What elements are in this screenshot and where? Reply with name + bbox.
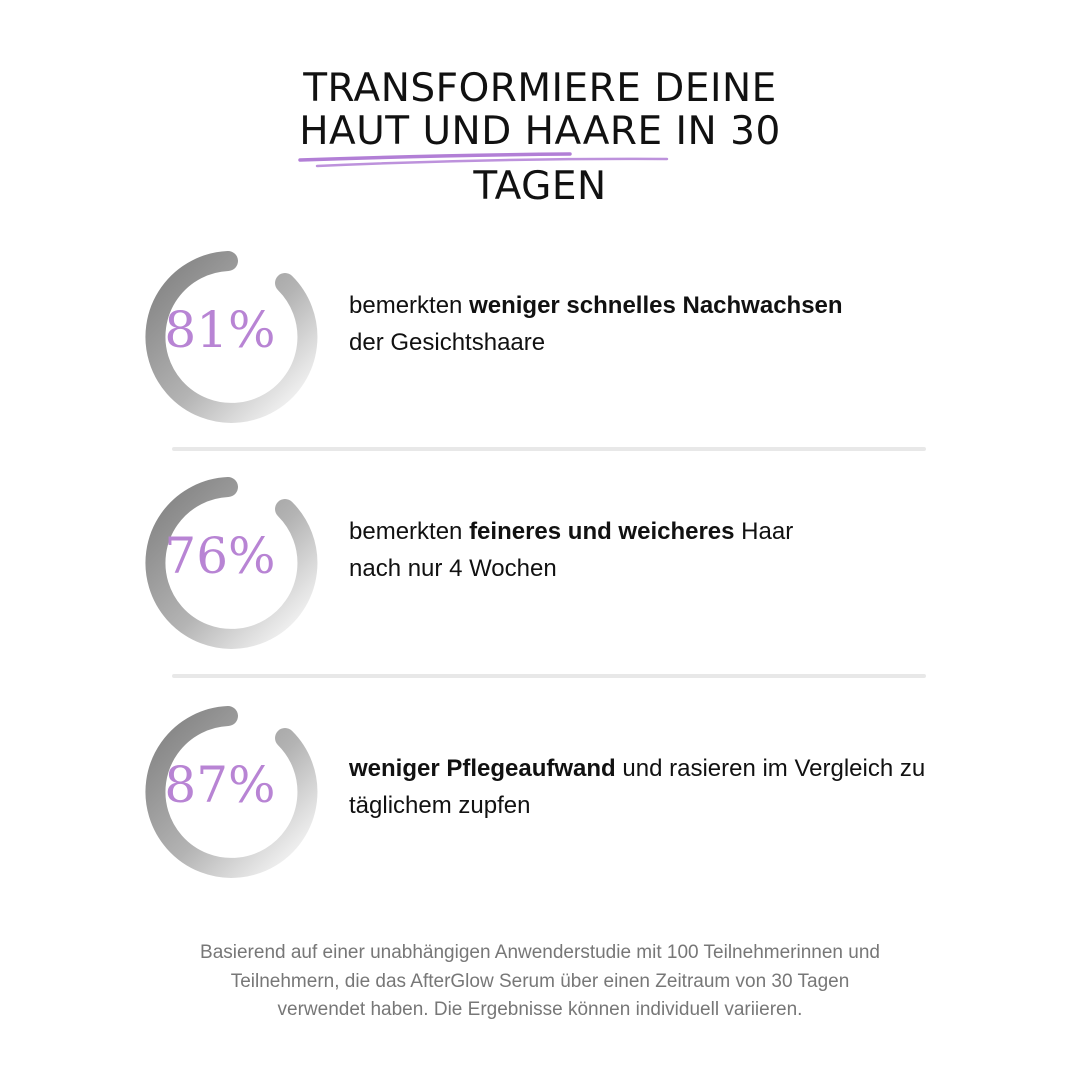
stat-1: 81% bemerkten weniger schnelles Nachwach… — [0, 237, 1080, 437]
divider — [172, 447, 926, 451]
stat-percent: 76% — [164, 527, 276, 585]
footer-disclaimer: Basierend auf einer unabhängigen Anwende… — [200, 942, 880, 1020]
title-line-1: TRANSFORMIERE DEINE — [303, 66, 777, 111]
stat-description: bemerkten feineres und weicheres Haar nac… — [349, 518, 794, 582]
title-line-3: TAGEN — [473, 164, 607, 209]
title-underline — [298, 152, 669, 168]
progress-ring — [145, 706, 318, 878]
progress-ring — [145, 251, 318, 423]
title-line-2: HAUT UND HAARE IN 30 — [299, 109, 781, 154]
stat-percent: 87% — [164, 756, 276, 814]
divider — [172, 674, 926, 678]
stat-2: 76% bemerkten feineres und weicheres Haa… — [0, 463, 1080, 663]
stat-3: 87% weniger Pflegeaufwand und rasieren i… — [0, 692, 1080, 892]
stat-percent: 81% — [164, 301, 276, 359]
stat-description: bemerkten weniger schnelles Nachwachsen d… — [349, 292, 843, 356]
progress-ring — [145, 477, 318, 649]
stat-description: weniger Pflegeaufwand und rasieren im Ve… — [349, 755, 926, 819]
